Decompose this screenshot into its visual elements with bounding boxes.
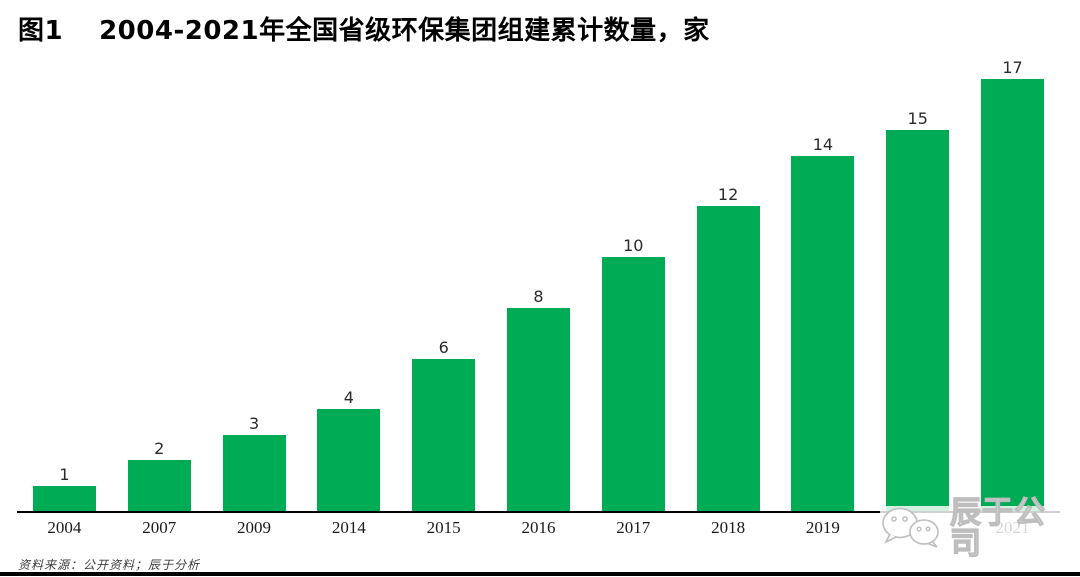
bar [317,409,381,511]
bar [791,156,855,511]
figure-title-text: 2004-2021年全国省级环保集团组建累计数量，家 [99,16,710,46]
bar [886,130,950,511]
bar [222,435,286,511]
x-tick-label: 2015 [426,518,461,537]
bar [32,486,96,511]
figure-label: 图1 [18,16,64,46]
bar [127,460,191,511]
x-tick-label: 2007 [142,518,177,537]
watermark-text: 辰于公司 [949,495,1046,562]
bar-group: 8 [491,54,586,511]
bar-value-label: 14 [812,135,834,154]
bar [506,308,570,511]
bottom-rule [0,572,1080,576]
bar-value-label: 12 [717,185,739,204]
bar-value-label: 8 [533,287,544,306]
wechat-icon [880,506,946,553]
watermark: 辰于公司 [880,497,1064,560]
chart-title: 图1 2004-2021年全国省级环保集团组建累计数量，家 [18,10,710,47]
x-tick-label: 2009 [237,518,272,537]
x-tick-label: 2017 [616,518,651,537]
bar-group: 10 [586,54,681,511]
bar-value-label: 17 [1002,58,1023,77]
bar [412,359,476,511]
x-tick-label: 2014 [331,518,366,537]
bar-value-label: 10 [623,236,644,255]
bar-group: 4 [301,54,396,511]
bar-group: 3 [207,54,302,511]
x-tick-label: 2004 [47,518,82,537]
source-note: 资料来源：公开资料；辰于分析 [18,558,201,572]
x-tick-label: 2018 [711,518,746,537]
bar-group: 17 [965,54,1060,511]
bar-value-label: 3 [248,414,260,433]
bar-group: 6 [396,54,491,511]
bar-group: 15 [870,54,965,511]
x-tick-label: 2016 [521,518,556,537]
bar-group: 1 [17,54,112,511]
bar [696,206,760,511]
bar [601,257,665,511]
bar [981,79,1045,511]
bar-group: 14 [776,54,871,511]
bar-value-label: 15 [907,109,928,128]
bar-value-label: 4 [343,388,354,407]
x-tick-label: 2019 [805,518,840,537]
bar-value-label: 1 [59,465,70,484]
plot-area: 1 2 3 4 6 8 10 12 14 15 17 [17,54,1060,513]
bar-group: 2 [112,54,207,511]
bar-value-label: 2 [154,439,165,458]
bar-value-label: 6 [438,338,449,357]
bar-group: 12 [681,54,776,511]
